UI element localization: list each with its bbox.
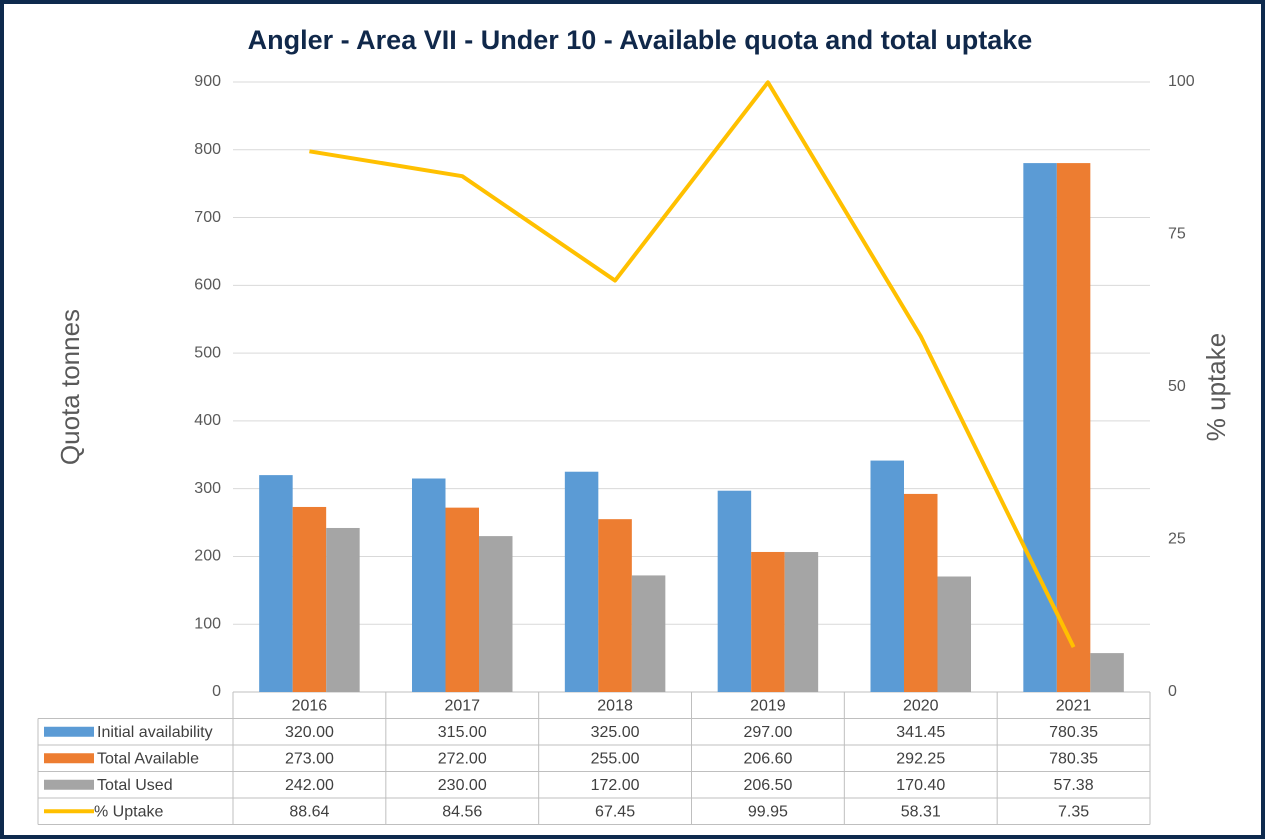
bar [870, 460, 904, 692]
x-tick-label: 2018 [597, 697, 633, 714]
table-cell: 88.64 [289, 803, 329, 820]
table-cell: 315.00 [438, 724, 487, 741]
table-cell: 272.00 [438, 750, 487, 767]
bar [445, 507, 479, 692]
table-cell: 242.00 [285, 777, 334, 794]
table-cell: 780.35 [1049, 750, 1098, 767]
table-cell: 320.00 [285, 724, 334, 741]
bar [631, 575, 666, 692]
x-tick-label: 2021 [1056, 697, 1092, 714]
table-cell: 780.35 [1049, 724, 1098, 741]
chart-title: Angler - Area VII - Under 10 - Available… [248, 25, 1033, 55]
y2-axis-title: % uptake [1201, 333, 1231, 441]
legend-label: Total Available [97, 750, 199, 767]
legend-label: Total Used [97, 777, 173, 794]
bar [326, 527, 360, 692]
y-tick-label: 700 [194, 209, 221, 226]
table-cell: 67.45 [595, 803, 635, 820]
legend-key [44, 753, 94, 764]
y-tick-label: 0 [212, 683, 221, 700]
y2-tick-label: 0 [1168, 683, 1177, 700]
table-cell: 99.95 [748, 803, 788, 820]
y-tick-label: 600 [194, 277, 221, 294]
bar [751, 551, 785, 692]
y-tick-label: 900 [194, 73, 221, 90]
legend-key [44, 779, 94, 790]
y-tick-label: 500 [194, 344, 221, 361]
table-cell: 57.38 [1054, 777, 1094, 794]
table-cell: 325.00 [591, 724, 640, 741]
table-cell: 7.35 [1058, 803, 1089, 820]
bar [292, 506, 327, 692]
x-tick-label: 2016 [292, 697, 328, 714]
y-tick-label: 800 [194, 141, 221, 158]
table-cell: 172.00 [591, 777, 640, 794]
y-tick-label: 400 [194, 412, 221, 429]
bar [1023, 163, 1057, 692]
bar [598, 519, 632, 692]
legend-label: Initial availability [97, 724, 213, 741]
bar [904, 493, 938, 692]
y2-tick-label: 75 [1168, 226, 1186, 243]
table-cell: 206.60 [743, 750, 792, 767]
bar [1056, 163, 1091, 692]
x-tick-label: 2019 [750, 697, 786, 714]
table-cell: 273.00 [285, 750, 334, 767]
table-cell: 58.31 [901, 803, 941, 820]
y-axis-title: Quota tonnes [55, 309, 85, 465]
bar [937, 576, 971, 692]
table-cell: 292.25 [896, 750, 945, 767]
bar [412, 478, 446, 692]
legend-label: % Uptake [94, 803, 163, 820]
table-cell: 170.40 [896, 777, 945, 794]
table-cell: 341.45 [896, 724, 945, 741]
y-tick-label: 100 [194, 615, 221, 632]
bar [717, 490, 752, 692]
table-cell: 255.00 [591, 750, 640, 767]
x-tick-label: 2020 [903, 697, 939, 714]
y2-tick-label: 25 [1168, 531, 1186, 548]
bar [479, 536, 513, 692]
legend-key [44, 726, 94, 737]
y-tick-label: 300 [194, 480, 221, 497]
bar [564, 471, 599, 692]
bar [1090, 653, 1124, 692]
x-tick-label: 2017 [444, 697, 480, 714]
bar [259, 475, 293, 692]
table-cell: 206.50 [743, 777, 792, 794]
y-tick-label: 200 [194, 548, 221, 565]
y2-tick-label: 100 [1168, 73, 1195, 90]
table-cell: 297.00 [743, 724, 792, 741]
bar [784, 552, 819, 692]
line [309, 80, 1076, 649]
table-cell: 84.56 [442, 803, 482, 820]
table-cell: 230.00 [438, 777, 487, 794]
y2-tick-label: 50 [1168, 378, 1186, 395]
